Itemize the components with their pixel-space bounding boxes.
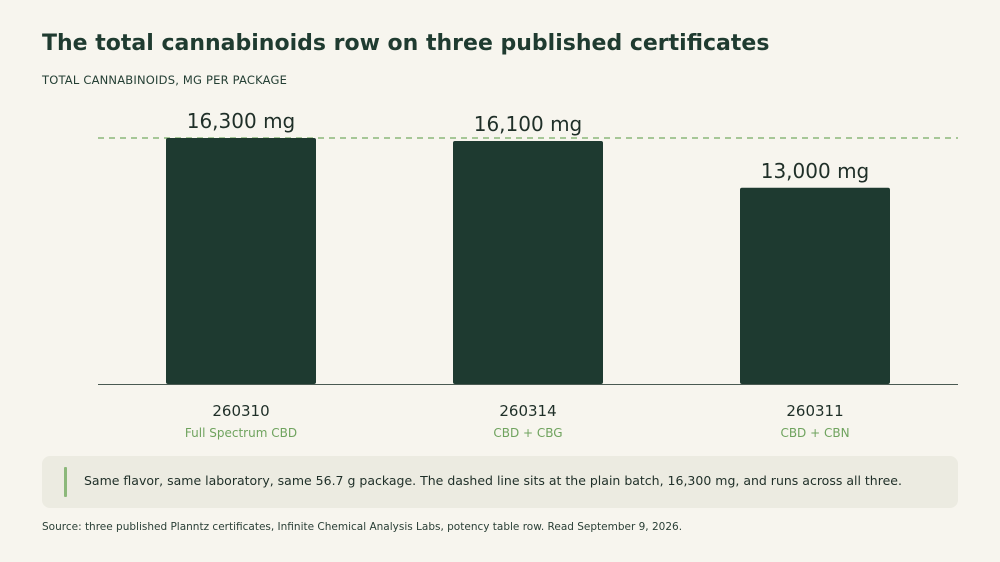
category-subtitle: CBD + CBN bbox=[780, 426, 849, 440]
category-label: 260310 bbox=[212, 402, 269, 420]
bar-260314 bbox=[453, 141, 603, 384]
chart-subtitle: TOTAL CANNABINOIDS, MG PER PACKAGE bbox=[42, 73, 288, 87]
bar-value-label: 16,100 mg bbox=[474, 112, 583, 136]
note-accent-bar bbox=[64, 467, 67, 497]
bar-value-label: 13,000 mg bbox=[761, 159, 870, 183]
bars-group bbox=[166, 138, 890, 384]
note-box: Same flavor, same laboratory, same 56.7 … bbox=[42, 456, 958, 508]
bar-260311 bbox=[740, 187, 890, 384]
bar-chart: 16,300 mg 260310 Full Spectrum CBD 16,100 m… bbox=[98, 109, 958, 440]
source-note: Source: three published Planntz certific… bbox=[42, 521, 683, 533]
chart-title: The total cannabinoids row on three publ… bbox=[42, 31, 770, 56]
category-subtitle: CBD + CBG bbox=[493, 426, 562, 440]
category-label: 260311 bbox=[786, 402, 843, 420]
labels-group: 16,300 mg 260310 Full Spectrum CBD 16,100 m… bbox=[185, 109, 869, 440]
bar-260310 bbox=[166, 138, 316, 384]
category-label: 260314 bbox=[499, 402, 556, 420]
bar-value-label: 16,300 mg bbox=[187, 109, 296, 133]
category-subtitle: Full Spectrum CBD bbox=[185, 426, 297, 440]
note-text: Same flavor, same laboratory, same 56.7 … bbox=[84, 473, 902, 488]
